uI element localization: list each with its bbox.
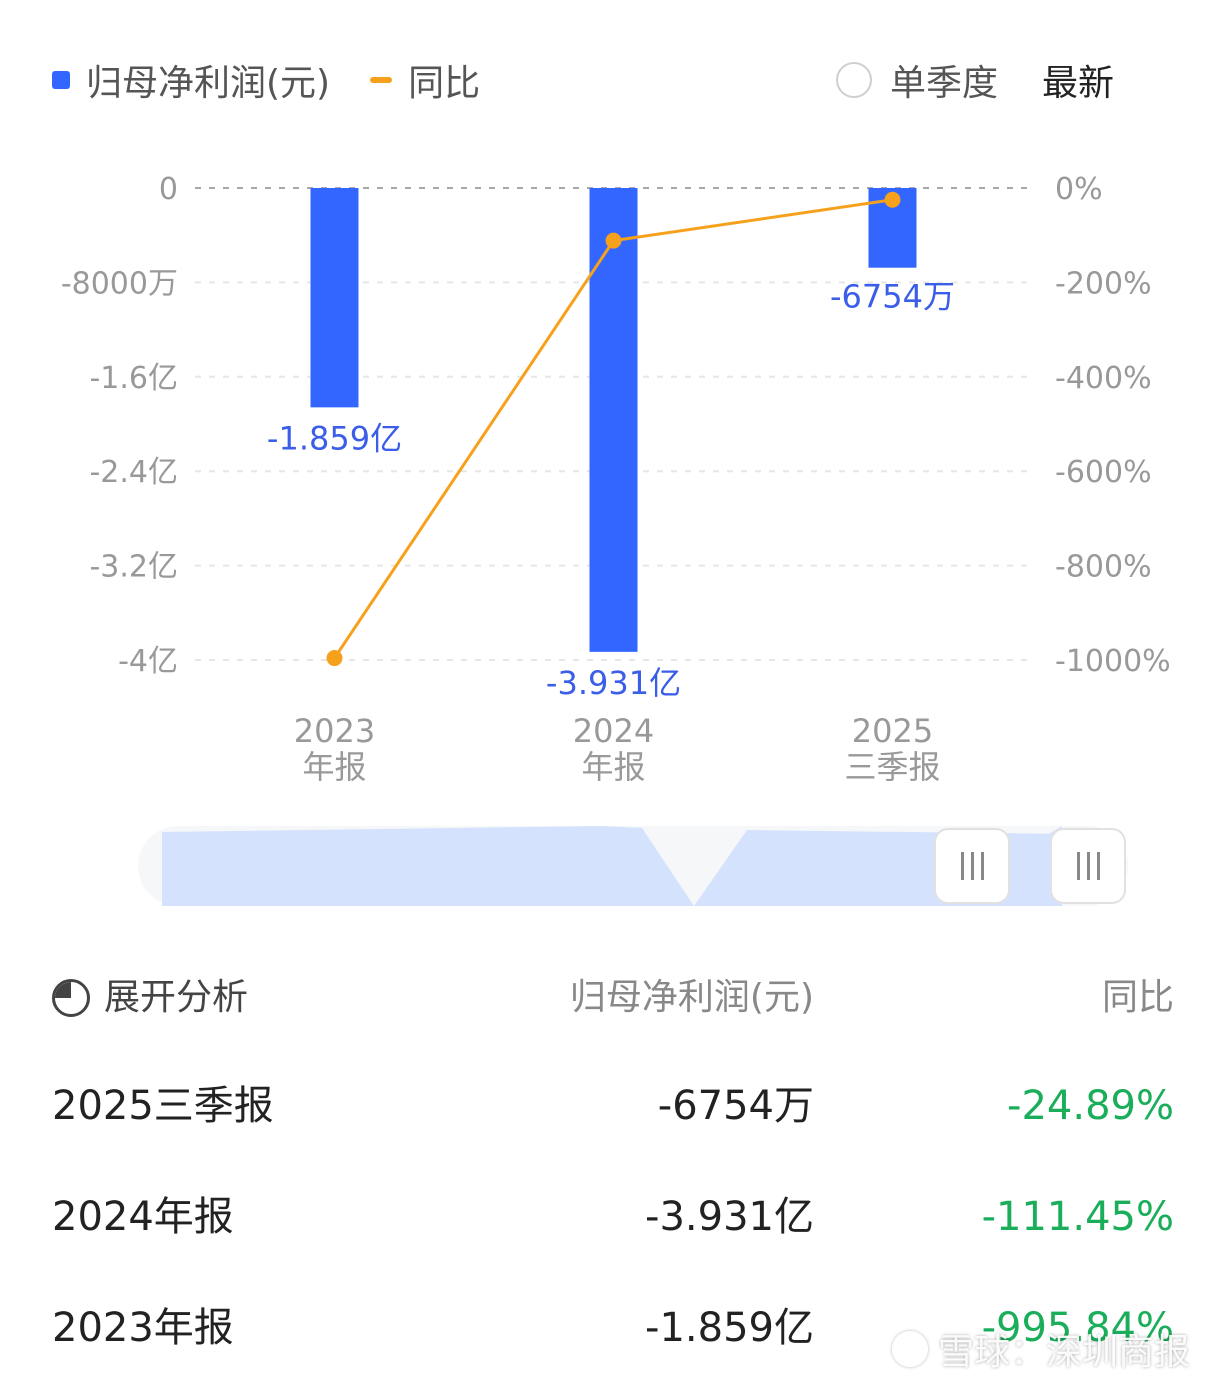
- range-slider-overview: [162, 826, 1062, 906]
- row-yoy: -24.89%: [1007, 1083, 1174, 1129]
- right-axis-tick-label: -600%: [1055, 455, 1152, 490]
- latest-button[interactable]: 最新: [1041, 63, 1114, 104]
- grip-icon: [960, 852, 984, 880]
- watermark-text: 雪球：深圳商报: [937, 1332, 1190, 1373]
- table-header: 展开分析 归母净利润(元) 同比: [52, 966, 1174, 1030]
- left-axis-tick-label: 0: [159, 172, 178, 207]
- row-net-profit: -6754万: [657, 1083, 814, 1129]
- legend-swatch-line: [370, 77, 393, 83]
- left-axis-tick-label: -4亿: [118, 644, 178, 679]
- legend-swatch-bar: [52, 71, 70, 89]
- chart-controls: 单季度 最新: [835, 52, 1114, 108]
- expand-analysis-label: 展开分析: [104, 977, 249, 1018]
- pie-chart-icon: [52, 979, 90, 1017]
- right-axis-tick-label: -1000%: [1055, 644, 1171, 679]
- grip-icon: [1076, 852, 1100, 880]
- row-net-profit: -1.859亿: [645, 1305, 814, 1351]
- bar-net-profit[interactable]: [589, 188, 638, 652]
- category-year-label: 2023: [294, 712, 375, 750]
- left-axis-tick-label: -2.4亿: [89, 455, 178, 490]
- table-row[interactable]: 2023年报 -1.859亿 -995.84%: [52, 1288, 1174, 1368]
- row-period: 2025三季报: [52, 1083, 274, 1129]
- bar-value-label: -3.931亿: [546, 664, 681, 702]
- category-period-label: 年报: [302, 748, 366, 786]
- legend-item-net-profit[interactable]: 归母净利润(元): [52, 54, 330, 106]
- row-period: 2023年报: [52, 1305, 234, 1351]
- row-yoy: -111.45%: [981, 1194, 1174, 1240]
- range-slider-right-handle[interactable]: [1050, 828, 1126, 904]
- single-quarter-radio[interactable]: [835, 62, 872, 98]
- expand-analysis-button[interactable]: 展开分析: [52, 966, 248, 1030]
- left-axis-tick-label: -8000万: [61, 266, 178, 301]
- chart-legend: 归母净利润(元) 同比: [52, 52, 520, 108]
- range-slider-left-handle[interactable]: [934, 828, 1010, 904]
- table-row[interactable]: 2025三季报 -6754万 -24.89%: [52, 1066, 1174, 1146]
- profit-chart: 0 -8000万 -1.6亿 -2.4亿 -3.2亿 -4亿 0% -200% -400% -60…: [61, 172, 1171, 786]
- range-slider[interactable]: [138, 826, 1128, 906]
- left-axis-tick-label: -1.6亿: [89, 361, 178, 396]
- legend-item-yoy[interactable]: 同比: [370, 54, 480, 106]
- category-period-label: 三季报: [844, 748, 940, 786]
- row-net-profit: -3.931亿: [645, 1194, 814, 1240]
- bar-value-label: -6754万: [830, 278, 955, 316]
- yoy-point[interactable]: [605, 232, 622, 249]
- bar-net-profit[interactable]: [310, 188, 359, 408]
- category-year-label: 2025: [852, 712, 933, 750]
- yoy-point[interactable]: [884, 191, 901, 208]
- legend-label-net-profit: 归母净利润(元): [86, 63, 331, 104]
- bar-value-label: -1.859亿: [267, 419, 402, 457]
- row-yoy: -995.84%: [981, 1305, 1174, 1351]
- watermark: 雪球：深圳商报: [891, 1323, 1190, 1375]
- category-period-label: 年报: [581, 748, 645, 786]
- category-year-label: 2024: [573, 712, 654, 750]
- yoy-point[interactable]: [326, 650, 343, 667]
- row-period: 2024年报: [52, 1194, 234, 1240]
- right-axis-tick-label: 0%: [1055, 172, 1103, 207]
- right-axis-tick-label: -200%: [1055, 266, 1152, 301]
- right-axis-tick-label: -800%: [1055, 550, 1152, 585]
- left-axis-tick-label: -3.2亿: [89, 550, 178, 585]
- snowball-logo-icon: [891, 1331, 928, 1367]
- legend-label-yoy: 同比: [408, 63, 481, 104]
- column-header-yoy: 同比: [1101, 977, 1174, 1018]
- single-quarter-label[interactable]: 单季度: [889, 63, 998, 104]
- table-row[interactable]: 2024年报 -3.931亿 -111.45%: [52, 1177, 1174, 1257]
- column-header-net-profit: 归母净利润(元): [569, 977, 814, 1018]
- right-axis-tick-label: -400%: [1055, 361, 1152, 396]
